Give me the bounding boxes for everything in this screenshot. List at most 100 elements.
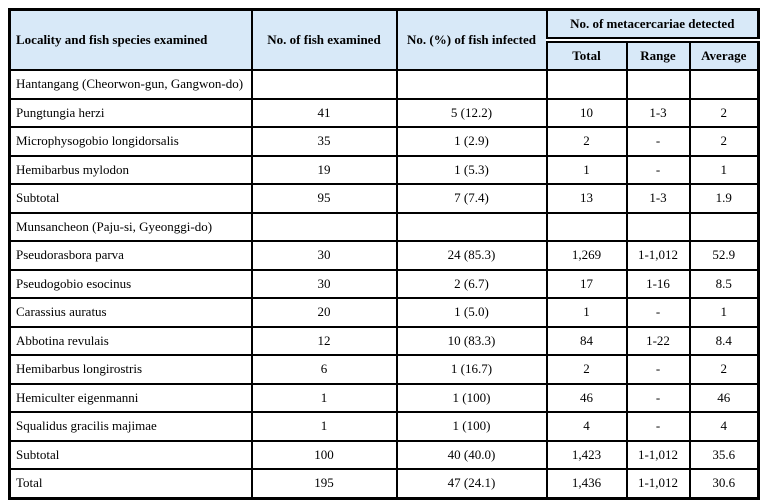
page: Locality and fish species examined No. o… <box>8 8 760 500</box>
cell-average: 52.9 <box>688 240 760 271</box>
cell-range <box>625 69 691 100</box>
cell-range: 1-3 <box>625 183 691 214</box>
table-row: Hemiculter eigenmanni 1 1 (100) 46-46 <box>8 382 760 413</box>
cell-species: Microphysogobio longidorsalis <box>8 126 253 157</box>
header-total: Total <box>545 39 628 71</box>
header-locality-species: Locality and fish species examined <box>8 8 253 71</box>
table-row: Subtotal 100 40 (40.0) 1,423 1-1,012 35.6 <box>8 439 760 470</box>
cell-infected: 24 (85.3) <box>395 240 548 271</box>
cell-infected: 40 (40.0) <box>395 439 548 470</box>
cell-average <box>688 69 760 100</box>
cell-average: 30.6 <box>688 468 760 499</box>
cell-species: Abbotina revulais <box>8 325 253 356</box>
cell-range: - <box>625 354 691 385</box>
cell-species: Hantangang (Cheorwon-gun, Gangwon-do) <box>8 69 253 100</box>
cell-range: 1-1,012 <box>625 468 691 499</box>
cell-infected <box>395 211 548 242</box>
cell-average: 4 <box>688 411 760 442</box>
table-header: Locality and fish species examined No. o… <box>8 8 760 71</box>
cell-examined: 100 <box>250 439 398 470</box>
cell-total: 46 <box>545 382 628 413</box>
cell-examined: 30 <box>250 240 398 271</box>
cell-total: 13 <box>545 183 628 214</box>
cell-examined: 95 <box>250 183 398 214</box>
cell-infected: 7 (7.4) <box>395 183 548 214</box>
cell-infected: 1 (16.7) <box>395 354 548 385</box>
table-row: Pungtungia herzi 41 5 (12.2) 10 1-3 2 <box>8 97 760 128</box>
cell-total: 10 <box>545 97 628 128</box>
table-row: Microphysogobio longidorsalis 35 1 (2.9) 2-… <box>8 126 760 157</box>
cell-species: Munsancheon (Paju-si, Gyeonggi-do) <box>8 211 253 242</box>
cell-total: 1 <box>545 154 628 185</box>
cell-range: 1-22 <box>625 325 691 356</box>
cell-range <box>625 211 691 242</box>
cell-examined: 30 <box>250 268 398 299</box>
table-row: Pseudorasbora parva 30 24 (85.3) 1,269 1-1,0… <box>8 240 760 271</box>
cell-total: 4 <box>545 411 628 442</box>
cell-total: 2 <box>545 354 628 385</box>
cell-examined: 6 <box>250 354 398 385</box>
cell-range: 1-1,012 <box>625 240 691 271</box>
cell-infected: 1 (100) <box>395 411 548 442</box>
header-average: Average <box>688 39 760 71</box>
cell-species: Hemiculter eigenmanni <box>8 382 253 413</box>
cell-average: 8.4 <box>688 325 760 356</box>
cell-species: Subtotal <box>8 183 253 214</box>
cell-average <box>688 211 760 242</box>
cell-average: 1.9 <box>688 183 760 214</box>
cell-total: 1,436 <box>545 468 628 499</box>
cell-average: 2 <box>688 97 760 128</box>
cell-examined: 1 <box>250 411 398 442</box>
cell-total: 1 <box>545 297 628 328</box>
cell-infected <box>395 69 548 100</box>
fish-infection-table: Locality and fish species examined No. o… <box>8 8 760 500</box>
cell-range: - <box>625 411 691 442</box>
cell-examined: 1 <box>250 382 398 413</box>
cell-range: - <box>625 154 691 185</box>
cell-total: 1,423 <box>545 439 628 470</box>
cell-examined: 19 <box>250 154 398 185</box>
cell-infected: 1 (100) <box>395 382 548 413</box>
cell-total: 1,269 <box>545 240 628 271</box>
header-fish-infected: No. (%) of fish infected <box>395 8 548 71</box>
cell-examined <box>250 211 398 242</box>
cell-infected: 1 (5.3) <box>395 154 548 185</box>
cell-average: 8.5 <box>688 268 760 299</box>
table-row: Total 195 47 (24.1) 1,436 1-1,012 30.6 <box>8 468 760 499</box>
table-row: Subtotal 95 7 (7.4) 13 1-3 1.9 <box>8 183 760 214</box>
section-row: Hantangang (Cheorwon-gun, Gangwon-do) <box>8 69 760 100</box>
table-row: Abbotina revulais 12 10 (83.3) 84 1-22 8.4 <box>8 325 760 356</box>
cell-species: Pseudogobio esocinus <box>8 268 253 299</box>
cell-species: Pseudorasbora parva <box>8 240 253 271</box>
cell-examined: 12 <box>250 325 398 356</box>
cell-examined: 41 <box>250 97 398 128</box>
cell-infected: 10 (83.3) <box>395 325 548 356</box>
cell-total <box>545 69 628 100</box>
section-row: Munsancheon (Paju-si, Gyeonggi-do) <box>8 211 760 242</box>
cell-range: 1-1,012 <box>625 439 691 470</box>
cell-range: - <box>625 297 691 328</box>
cell-total <box>545 211 628 242</box>
cell-infected: 5 (12.2) <box>395 97 548 128</box>
cell-infected: 1 (5.0) <box>395 297 548 328</box>
cell-infected: 2 (6.7) <box>395 268 548 299</box>
cell-examined: 195 <box>250 468 398 499</box>
cell-species: Pungtungia herzi <box>8 97 253 128</box>
cell-average: 1 <box>688 154 760 185</box>
cell-total: 17 <box>545 268 628 299</box>
cell-species: Hemibarbus longirostris <box>8 354 253 385</box>
cell-total: 2 <box>545 126 628 157</box>
header-metacercariae-group: No. of metacercariae detected <box>545 8 760 43</box>
cell-range: 1-3 <box>625 97 691 128</box>
cell-average: 46 <box>688 382 760 413</box>
header-fish-examined: No. of fish examined <box>250 8 398 71</box>
cell-range: - <box>625 382 691 413</box>
table-row: Hemibarbus longirostris 6 1 (16.7) 2-2 <box>8 354 760 385</box>
cell-species: Carassius auratus <box>8 297 253 328</box>
cell-average: 35.6 <box>688 439 760 470</box>
cell-average: 1 <box>688 297 760 328</box>
cell-range: 1-16 <box>625 268 691 299</box>
cell-species: Squalidus gracilis majimae <box>8 411 253 442</box>
cell-range: - <box>625 126 691 157</box>
cell-total: 84 <box>545 325 628 356</box>
